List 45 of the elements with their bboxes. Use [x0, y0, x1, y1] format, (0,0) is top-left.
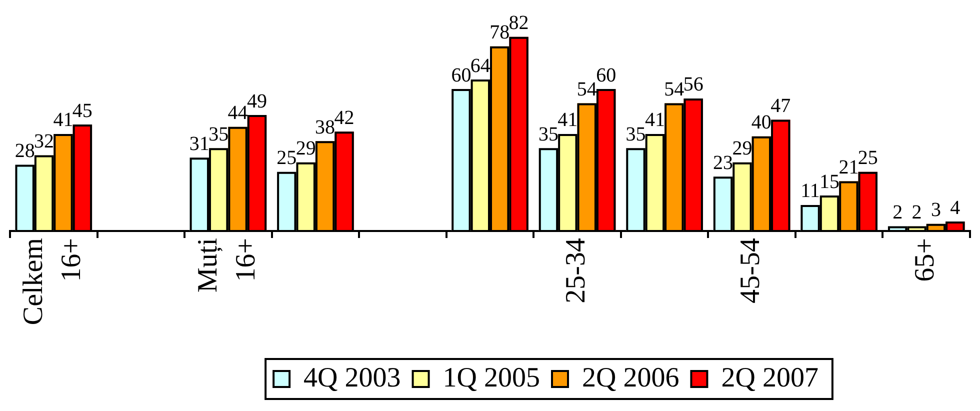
data-label: 64 — [470, 54, 490, 77]
data-label: 25 — [858, 147, 878, 170]
data-label: 60 — [451, 64, 472, 86]
data-label: 38 — [315, 116, 336, 138]
data-label: 82 — [508, 12, 529, 34]
data-label: 2 — [892, 202, 903, 224]
data-label: 40 — [751, 112, 772, 134]
x-tick-label: 45-54 — [735, 238, 766, 304]
data-label: 41 — [53, 109, 74, 132]
legend-label: 2Q 2007 — [721, 362, 818, 394]
legend-label: 2Q 2006 — [582, 362, 680, 394]
data-label: 35 — [208, 123, 229, 146]
data-label: 49 — [246, 90, 267, 112]
data-label: 2 — [912, 202, 922, 224]
data-label: 56 — [683, 74, 704, 96]
legend-label: 4Q 2003 — [304, 362, 401, 394]
data-label: 35 — [626, 123, 646, 146]
data-label: 3 — [930, 199, 941, 222]
data-label: 35 — [538, 123, 558, 146]
data-label: 4 — [950, 196, 960, 219]
data-label: 29 — [296, 138, 316, 160]
data-label: 42 — [334, 106, 354, 129]
data-label: 21 — [838, 156, 859, 179]
legend-label: 1Q 2005 — [442, 362, 540, 394]
data-label: 45 — [72, 100, 92, 122]
data-label: 11 — [800, 180, 820, 202]
data-label: 54 — [664, 78, 684, 100]
data-label: 47 — [770, 95, 791, 118]
data-label: 60 — [596, 64, 616, 86]
data-label: 28 — [14, 140, 35, 162]
data-label: 54 — [576, 78, 597, 100]
data-label: 23 — [713, 152, 734, 174]
data-label: 15 — [819, 170, 840, 193]
data-label: 41 — [644, 109, 665, 132]
data-label: 44 — [228, 102, 248, 124]
data-label: 25 — [276, 147, 297, 170]
x-tick-label: Celkem 16+ — [18, 238, 88, 326]
data-label: 32 — [34, 130, 54, 153]
data-label: 41 — [558, 109, 578, 132]
x-tick-label: 65+ — [910, 238, 941, 282]
x-tick-label: Muți 16+ — [192, 238, 262, 292]
data-label: 29 — [732, 138, 752, 160]
x-tick-label: 25-34 — [560, 238, 592, 304]
data-label: 31 — [189, 132, 210, 155]
data-label: 78 — [490, 22, 510, 44]
